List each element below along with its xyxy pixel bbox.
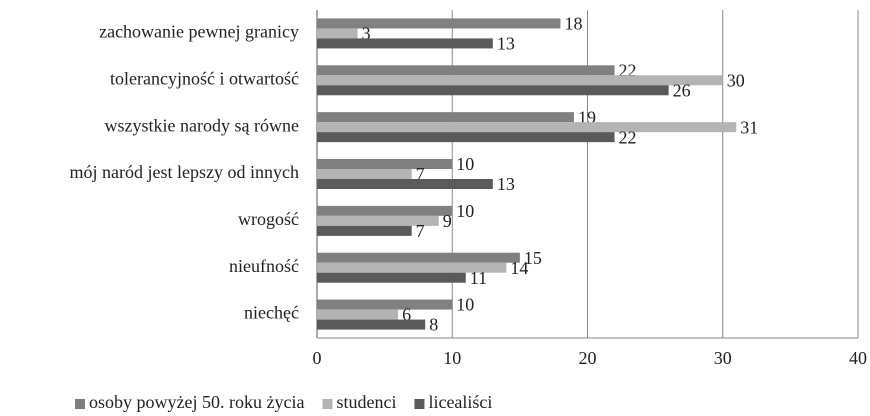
data-label: 10 (456, 154, 474, 174)
bar (317, 179, 493, 189)
data-label: 22 (619, 127, 637, 147)
bar (317, 309, 399, 320)
bar (317, 75, 723, 86)
bar (317, 215, 439, 226)
data-label: 10 (456, 295, 474, 315)
data-label: 9 (443, 211, 452, 231)
data-label: 3 (362, 24, 371, 44)
data-label: 31 (740, 117, 758, 137)
legend-swatch (322, 399, 333, 409)
data-label: 30 (727, 70, 745, 90)
data-label: 13 (497, 34, 515, 54)
bar (317, 65, 615, 76)
bar (317, 38, 493, 49)
data-label: 11 (470, 268, 487, 288)
y-tick-label: nieufność (229, 256, 299, 276)
y-tick-label: wrogość (238, 209, 299, 229)
bar (317, 28, 358, 39)
bar (317, 205, 453, 216)
bar (317, 319, 426, 330)
x-tick-label: 30 (714, 348, 732, 368)
data-label: 8 (429, 315, 438, 335)
data-label: 10 (456, 201, 474, 221)
x-tick-label: 0 (313, 348, 322, 368)
y-tick-label: wszystkie narody są równe (105, 115, 299, 135)
bar (317, 252, 520, 263)
data-label: 18 (564, 14, 582, 34)
data-label: 15 (524, 248, 542, 268)
y-tick-label: mój naród jest lepszy od innych (70, 162, 299, 182)
x-tick-label: 10 (443, 348, 461, 368)
bar (317, 85, 669, 96)
legend-label: osoby powyżej 50. roku życia (89, 392, 304, 412)
bar (317, 18, 561, 29)
y-tick-label: niechęć (244, 303, 299, 323)
bar (317, 262, 507, 273)
bar (317, 225, 412, 236)
legend-swatch (414, 399, 425, 409)
data-label: 13 (497, 174, 515, 194)
y-tick-label: tolerancyjność i otwartość (110, 68, 299, 88)
x-tick-label: 20 (579, 348, 597, 368)
legend-swatch (75, 399, 85, 409)
data-label: 26 (673, 80, 691, 100)
bar (317, 299, 453, 310)
bar (317, 272, 466, 283)
bar (317, 132, 615, 143)
y-tick-label: zachowanie pewnej granicy (99, 22, 299, 42)
bar (317, 122, 737, 133)
data-label: 7 (416, 164, 425, 184)
x-tick-label: 40 (849, 348, 867, 368)
data-label: 7 (416, 221, 425, 241)
bar (317, 159, 453, 169)
bar (317, 169, 412, 179)
legend-label: licealiści (428, 392, 492, 412)
bar (317, 112, 574, 123)
legend-label: studenci (336, 392, 396, 412)
data-label: 14 (510, 258, 528, 278)
data-label: 6 (402, 305, 411, 325)
